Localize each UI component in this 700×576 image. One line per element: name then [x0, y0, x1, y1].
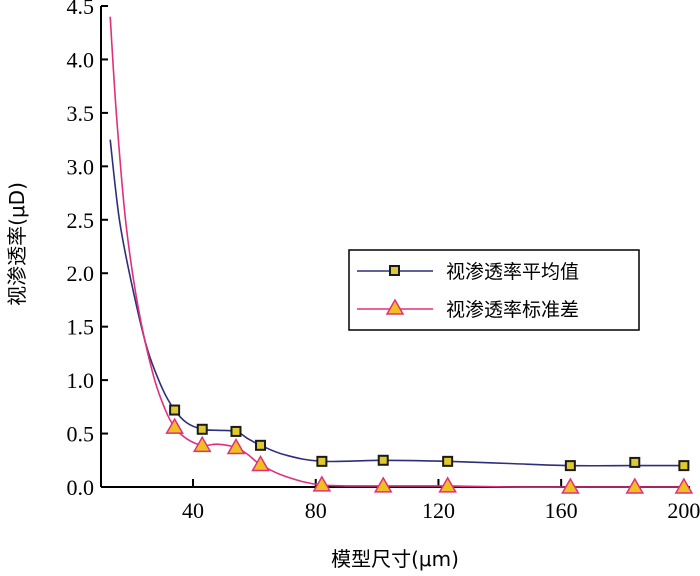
y-tick-label: 3.5 — [67, 101, 95, 126]
legend-label-mean: 视渗透率平均值 — [446, 261, 579, 283]
series-markers-mean — [169, 404, 690, 472]
data-point-triangle — [226, 437, 246, 455]
x-tick-label: 120 — [422, 498, 455, 523]
legend-triangle-marker-icon — [385, 298, 405, 315]
data-point-triangle — [312, 475, 332, 492]
x-tick-label: 80 — [305, 498, 327, 523]
legend-square-marker-icon — [389, 265, 400, 276]
y-tick-label: 3.0 — [67, 154, 95, 179]
data-point-triangle — [625, 477, 645, 494]
y-axis-title: 视渗透率(μD) — [5, 182, 29, 306]
series-markers-std — [165, 417, 694, 494]
x-axis-ticks: 40 80 120 160 200 — [182, 479, 700, 523]
legend-label-std: 视渗透率标准差 — [446, 299, 579, 321]
data-point-square — [316, 455, 328, 467]
data-point-square — [255, 439, 267, 451]
y-tick-label: 0.5 — [67, 422, 95, 447]
data-point-triangle — [251, 455, 270, 472]
data-point-triangle — [165, 417, 184, 434]
data-point-square — [377, 454, 389, 466]
y-tick-label: 2.0 — [67, 261, 95, 286]
x-tick-label: 200 — [667, 498, 700, 523]
x-axis-title: 模型尺寸(μm) — [331, 547, 459, 571]
data-point-square — [169, 404, 181, 416]
x-tick-label: 40 — [182, 498, 204, 523]
series-layer — [109, 16, 694, 494]
legend: 视渗透率平均值 视渗透率标准差 — [348, 249, 640, 331]
y-tick-label: 0.0 — [67, 475, 95, 500]
legend-item-mean: 视渗透率平均值 — [357, 261, 579, 283]
data-point-square — [678, 460, 690, 472]
data-point-triangle — [373, 476, 393, 493]
y-axis-ticks: 0.0 0.5 1.0 1.5 2.0 2.5 3.0 3.5 4.0 4.5 — [67, 0, 108, 500]
plot-area: 0.0 0.5 1.0 1.5 2.0 2.5 3.0 3.5 4.0 4.5 40 80 120 16… — [67, 0, 700, 523]
y-tick-label: 4.0 — [67, 47, 95, 72]
legend-item-std: 视渗透率标准差 — [357, 298, 579, 321]
y-tick-label: 1.5 — [67, 315, 95, 340]
x-tick-label: 160 — [545, 498, 578, 523]
y-tick-label: 2.5 — [67, 208, 95, 233]
data-point-square — [564, 460, 576, 472]
data-point-triangle — [561, 477, 580, 494]
data-point-triangle — [192, 435, 212, 453]
y-tick-label: 4.5 — [67, 0, 95, 19]
data-point-triangle — [674, 477, 694, 494]
series-line — [109, 16, 684, 488]
data-point-square — [196, 423, 208, 435]
series-std — [109, 16, 684, 488]
y-tick-label: 1.0 — [67, 368, 95, 393]
data-point-square — [442, 455, 454, 467]
data-point-square — [629, 456, 641, 468]
legend-box — [348, 249, 640, 331]
data-point-triangle — [438, 476, 457, 493]
data-point-square — [230, 425, 242, 437]
